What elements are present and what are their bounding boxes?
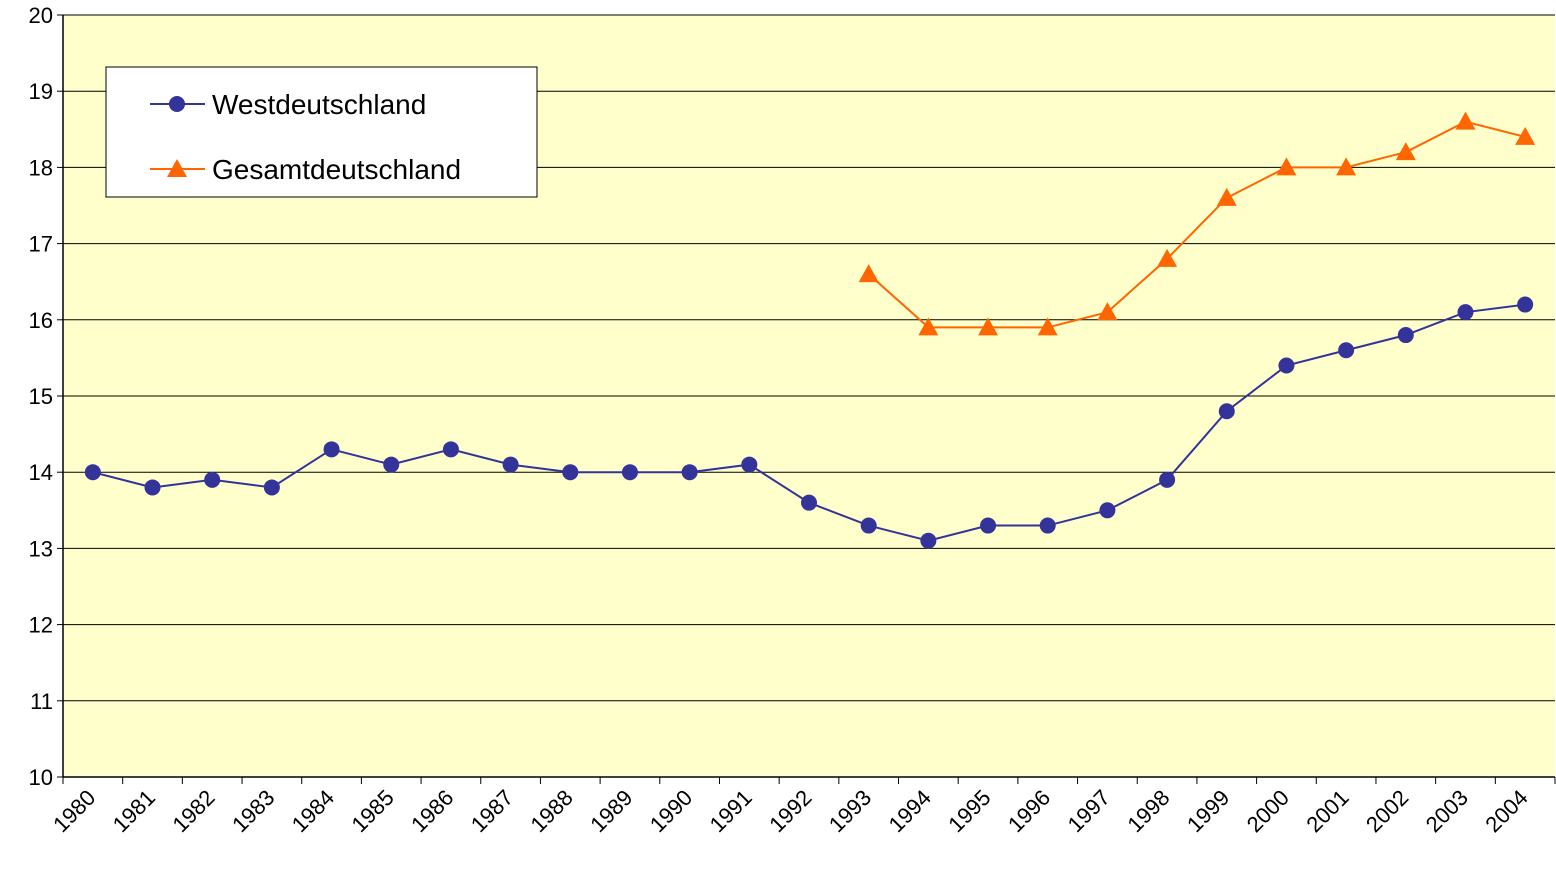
x-tick-label: 1983 bbox=[227, 785, 279, 837]
y-tick-label: 19 bbox=[29, 79, 53, 104]
point bbox=[1338, 342, 1355, 359]
point bbox=[502, 456, 519, 473]
point bbox=[1276, 157, 1297, 176]
x-tick-label: 1992 bbox=[764, 785, 816, 837]
point bbox=[1278, 357, 1295, 374]
point bbox=[978, 317, 999, 336]
x-tick-label: 1987 bbox=[466, 785, 518, 837]
x-tick-label: 1988 bbox=[526, 785, 578, 837]
x-tick-label: 2003 bbox=[1421, 785, 1473, 837]
point bbox=[1457, 304, 1474, 321]
point bbox=[84, 464, 101, 481]
x-tick-label: 1994 bbox=[884, 785, 936, 837]
x-tick-label: 2002 bbox=[1361, 785, 1413, 837]
y-tick-label: 10 bbox=[29, 765, 53, 790]
y-tick-label: 15 bbox=[29, 384, 53, 409]
point bbox=[1157, 248, 1178, 267]
point bbox=[1216, 187, 1237, 206]
point bbox=[144, 479, 161, 496]
x-tick-label: 1989 bbox=[585, 785, 637, 837]
series-line bbox=[868, 120, 1526, 329]
point bbox=[442, 441, 459, 458]
x-tick-label: 1997 bbox=[1063, 785, 1115, 837]
y-tick-label: 18 bbox=[29, 155, 53, 180]
point bbox=[1395, 142, 1416, 161]
point bbox=[980, 517, 997, 534]
point bbox=[169, 96, 185, 112]
point bbox=[920, 532, 937, 549]
point bbox=[918, 317, 939, 336]
point bbox=[562, 464, 579, 481]
legend-label: Gesamtdeutschland bbox=[212, 154, 461, 185]
x-tick-label: 1991 bbox=[705, 785, 757, 837]
x-tick-label: 1981 bbox=[108, 785, 160, 837]
y-tick-label: 17 bbox=[29, 232, 53, 257]
point bbox=[1159, 471, 1176, 488]
y-tick-label: 12 bbox=[29, 613, 53, 638]
point bbox=[383, 456, 400, 473]
point bbox=[1037, 317, 1058, 336]
point bbox=[1039, 517, 1056, 534]
point bbox=[741, 456, 758, 473]
point bbox=[1455, 111, 1476, 130]
x-tick-label: 2001 bbox=[1301, 785, 1353, 837]
point bbox=[681, 464, 698, 481]
y-tick-label: 20 bbox=[29, 3, 53, 28]
point bbox=[263, 479, 280, 496]
x-tick-label: 1985 bbox=[346, 785, 398, 837]
point bbox=[323, 441, 340, 458]
point bbox=[1336, 157, 1357, 176]
point bbox=[801, 494, 817, 511]
y-tick-label: 14 bbox=[29, 460, 53, 485]
y-tick-label: 11 bbox=[30, 689, 53, 714]
point bbox=[860, 517, 877, 534]
point bbox=[167, 159, 187, 177]
point bbox=[621, 464, 638, 481]
x-tick-label: 1998 bbox=[1122, 785, 1174, 837]
point bbox=[1517, 296, 1534, 313]
x-tick-label: 2000 bbox=[1242, 785, 1294, 837]
point bbox=[858, 264, 879, 283]
x-tick-label: 1995 bbox=[943, 785, 995, 837]
point bbox=[1097, 302, 1118, 321]
point bbox=[1515, 126, 1536, 145]
x-tick-label: 2004 bbox=[1480, 785, 1532, 837]
x-tick-label: 1993 bbox=[824, 785, 876, 837]
legend-label: Westdeutschland bbox=[212, 89, 426, 120]
x-tick-label: 1980 bbox=[48, 785, 100, 837]
point bbox=[204, 471, 221, 488]
y-tick-label: 16 bbox=[29, 308, 53, 333]
x-tick-label: 1990 bbox=[645, 785, 697, 837]
x-tick-label: 1999 bbox=[1182, 785, 1234, 837]
x-tick-label: 1996 bbox=[1003, 785, 1055, 837]
point bbox=[1218, 403, 1235, 420]
x-tick-label: 1984 bbox=[287, 785, 339, 837]
x-tick-label: 1986 bbox=[406, 785, 458, 837]
x-tick-label: 1982 bbox=[167, 785, 219, 837]
point bbox=[1099, 502, 1116, 519]
y-tick-label: 13 bbox=[29, 536, 53, 561]
point bbox=[1397, 327, 1414, 344]
